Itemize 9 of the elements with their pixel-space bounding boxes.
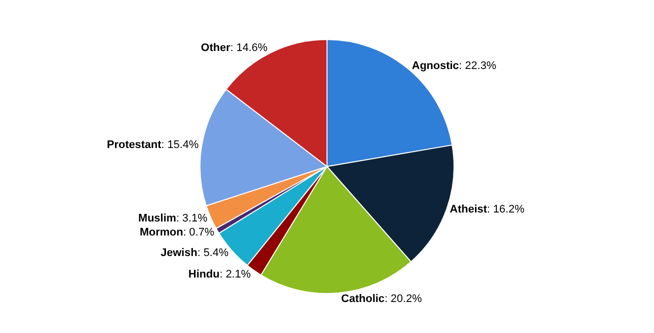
slice-label: Catholic: [341, 292, 385, 305]
slice-label: Protestant: [106, 138, 162, 151]
slice-label: Jewish: [160, 247, 198, 260]
slice-label: Other: [200, 42, 231, 54]
slice-label: Mormon: [140, 226, 184, 238]
slice-label: Atheist: [450, 203, 488, 216]
slice-label: Hindu: [188, 268, 220, 280]
slice-label: Muslim: [138, 212, 176, 224]
slice-label: Agnostic: [412, 60, 459, 72]
